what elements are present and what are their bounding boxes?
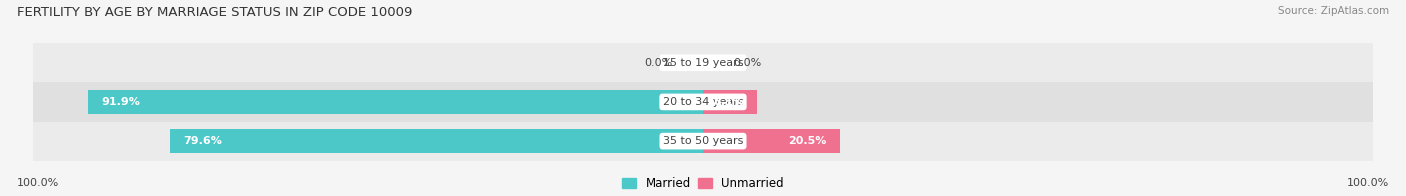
- Text: 35 to 50 years: 35 to 50 years: [662, 136, 744, 146]
- Text: 0.0%: 0.0%: [644, 58, 673, 68]
- Legend: Married, Unmarried: Married, Unmarried: [621, 177, 785, 190]
- Text: FERTILITY BY AGE BY MARRIAGE STATUS IN ZIP CODE 10009: FERTILITY BY AGE BY MARRIAGE STATUS IN Z…: [17, 6, 412, 19]
- Text: 91.9%: 91.9%: [101, 97, 141, 107]
- Text: 20.5%: 20.5%: [789, 136, 827, 146]
- Bar: [34, 122, 1372, 161]
- Bar: [87, 90, 703, 114]
- Bar: [34, 43, 1372, 82]
- Text: 100.0%: 100.0%: [1347, 178, 1389, 188]
- Bar: [34, 82, 1372, 122]
- Bar: [703, 129, 841, 153]
- Text: Source: ZipAtlas.com: Source: ZipAtlas.com: [1278, 6, 1389, 16]
- Bar: [703, 90, 758, 114]
- Text: 8.1%: 8.1%: [713, 97, 744, 107]
- Text: 79.6%: 79.6%: [183, 136, 222, 146]
- Text: 15 to 19 years: 15 to 19 years: [662, 58, 744, 68]
- Text: 100.0%: 100.0%: [17, 178, 59, 188]
- Text: 0.0%: 0.0%: [733, 58, 762, 68]
- Text: 20 to 34 years: 20 to 34 years: [662, 97, 744, 107]
- Bar: [170, 129, 703, 153]
